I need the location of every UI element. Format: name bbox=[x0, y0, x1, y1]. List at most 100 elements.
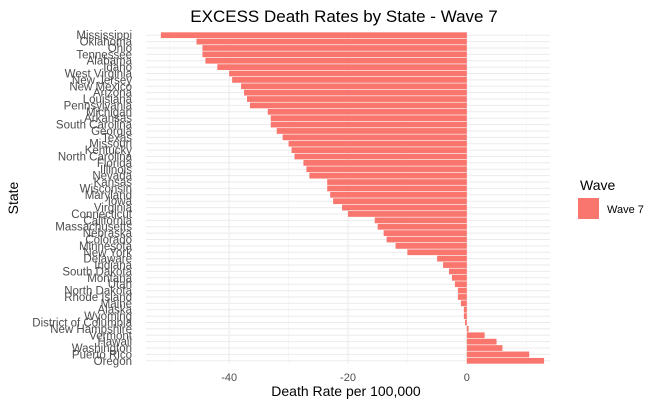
bar-new-hampshire bbox=[466, 326, 469, 332]
state-label: Illinois bbox=[100, 164, 132, 176]
bar-north-carolina bbox=[294, 153, 467, 160]
state-label: Michigan bbox=[86, 107, 132, 119]
state-label: Arizona bbox=[93, 88, 133, 100]
bar-arizona bbox=[244, 89, 467, 96]
chart-title: EXCESS Death Rates by State - Wave 7 bbox=[190, 7, 497, 26]
bar-michigan bbox=[267, 108, 467, 115]
state-label: Montana bbox=[87, 273, 132, 285]
bar-rhode-island bbox=[457, 294, 467, 300]
bar-utah bbox=[454, 281, 467, 288]
state-label: Alaska bbox=[97, 305, 132, 317]
state-label: California bbox=[83, 215, 132, 227]
state-label: Kansas bbox=[94, 177, 133, 189]
state-label: North Dakota bbox=[64, 286, 132, 298]
bar-idaho bbox=[217, 64, 467, 70]
state-label: Hawaii bbox=[97, 337, 132, 349]
state-label: Puerto Rico bbox=[72, 349, 132, 361]
state-label: South Carolina bbox=[56, 120, 133, 132]
state-label: Oregon bbox=[94, 356, 132, 368]
bar-oklahoma bbox=[196, 38, 467, 45]
state-label: Tennessee bbox=[76, 49, 132, 61]
x-tick-label: 0 bbox=[464, 372, 470, 384]
state-label: Wyoming bbox=[84, 311, 132, 323]
state-label: Alabama bbox=[87, 56, 133, 68]
x-axis-title: Death Rate per 100,000 bbox=[271, 383, 421, 399]
legend-title: Wave bbox=[580, 177, 615, 193]
state-label: Massachusetts bbox=[55, 222, 132, 234]
state-label: Wisconsin bbox=[80, 183, 132, 195]
bar-ohio bbox=[202, 45, 467, 51]
bar-washington bbox=[466, 345, 503, 351]
bars bbox=[160, 32, 545, 364]
bar-tennessee bbox=[202, 51, 467, 58]
bar-south-dakota bbox=[449, 268, 467, 275]
bar-alaska bbox=[463, 306, 467, 313]
state-label: North Carolina bbox=[58, 152, 133, 164]
bar-west-virginia bbox=[229, 70, 467, 77]
bar-colorado bbox=[386, 236, 467, 243]
bar-kansas bbox=[327, 179, 467, 185]
bar-wisconsin bbox=[327, 185, 467, 192]
bar-district-of-columbia bbox=[465, 319, 467, 326]
state-label: Virginia bbox=[94, 203, 133, 215]
bar-indiana bbox=[443, 262, 467, 268]
state-label: New Jersey bbox=[72, 75, 132, 87]
state-label: New Mexico bbox=[69, 81, 132, 93]
state-label: Ohio bbox=[108, 43, 132, 55]
bar-nevada bbox=[309, 172, 467, 179]
state-label: New Hampshire bbox=[50, 324, 132, 336]
x-tick-label: -40 bbox=[221, 372, 237, 384]
x-tick-label: -20 bbox=[340, 372, 356, 384]
state-label: Florida bbox=[97, 158, 133, 170]
bar-connecticut bbox=[348, 211, 467, 217]
bar-louisiana bbox=[247, 96, 467, 102]
state-label: Louisiana bbox=[83, 94, 133, 106]
state-label: South Dakota bbox=[62, 266, 132, 278]
bar-georgia bbox=[276, 128, 467, 134]
state-label: Minnesota bbox=[79, 241, 133, 253]
bar-montana bbox=[451, 274, 467, 281]
bar-minnesota bbox=[395, 243, 467, 249]
bar-texas bbox=[282, 134, 467, 141]
state-label: Arkansas bbox=[84, 113, 132, 125]
state-label: Maine bbox=[101, 298, 132, 310]
state-label: District of Columbia bbox=[32, 318, 132, 330]
state-label: Kentucky bbox=[85, 145, 133, 157]
bar-alabama bbox=[205, 57, 467, 64]
bar-maine bbox=[460, 300, 467, 307]
state-label: New York bbox=[83, 247, 132, 259]
state-label: Texas bbox=[102, 132, 132, 144]
state-label: Delaware bbox=[83, 254, 132, 266]
bar-new-jersey bbox=[232, 77, 467, 83]
state-label: Utah bbox=[108, 279, 132, 291]
state-label: Vermont bbox=[89, 330, 133, 342]
bar-north-dakota bbox=[457, 287, 467, 294]
state-label: Nebraska bbox=[83, 228, 133, 240]
state-label: Pennsylvania bbox=[64, 100, 133, 112]
legend-key-wave-7 bbox=[578, 198, 599, 219]
bar-nebraska bbox=[383, 230, 467, 236]
state-label: West Virginia bbox=[65, 69, 133, 81]
state-label: Mississippi bbox=[76, 30, 132, 42]
state-label: Oklahoma bbox=[80, 37, 133, 49]
bar-hawaii bbox=[466, 338, 497, 345]
y-axis-title: State bbox=[5, 181, 21, 214]
legend-label-wave-7: Wave 7 bbox=[607, 204, 644, 216]
bar-new-mexico bbox=[241, 83, 467, 90]
bar-california bbox=[374, 217, 467, 224]
state-label: Iowa bbox=[108, 196, 133, 208]
bar-florida bbox=[303, 160, 467, 166]
bar-illinois bbox=[306, 166, 467, 173]
bar-new-york bbox=[407, 249, 467, 256]
bar-vermont bbox=[466, 332, 485, 339]
bar-iowa bbox=[333, 198, 467, 205]
x-tick-labels: -40 -20 0 bbox=[221, 372, 470, 384]
bar-pennsylvania bbox=[249, 102, 467, 109]
bar-massachusetts bbox=[377, 223, 467, 230]
bar-maryland bbox=[330, 191, 467, 198]
legend: Wave Wave 7 bbox=[578, 177, 644, 219]
state-label: Georgia bbox=[91, 126, 133, 138]
bar-virginia bbox=[342, 204, 467, 211]
